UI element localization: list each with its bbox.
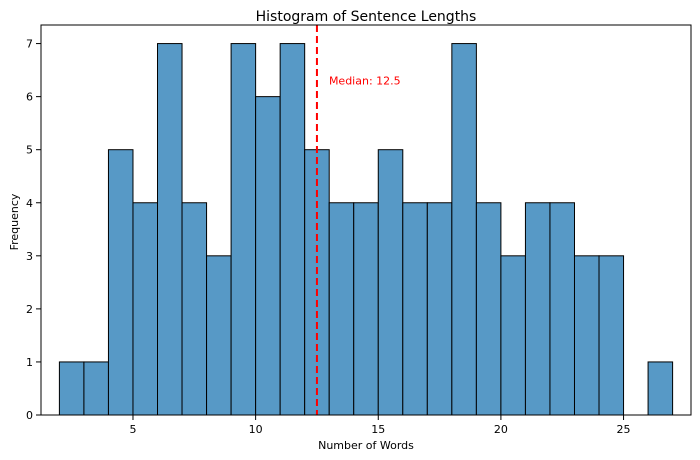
y-tick-label: 5 <box>26 144 33 157</box>
y-axis-label: Frequency <box>8 193 21 250</box>
y-tick-label: 7 <box>26 38 33 51</box>
x-tick-label: 25 <box>617 423 631 436</box>
histogram-bar <box>402 202 428 416</box>
median-group: Median: 12.5 <box>315 25 401 415</box>
chart-title: Histogram of Sentence Lengths <box>256 9 477 25</box>
histogram-bar <box>573 255 600 416</box>
x-tick-label: 5 <box>129 423 136 436</box>
y-tick-label: 0 <box>26 409 33 422</box>
histogram-bar <box>255 96 281 416</box>
plot-frame <box>40 24 692 416</box>
y-tick-label: 4 <box>26 197 33 210</box>
histogram-bar <box>598 255 625 416</box>
median-label: Median: 12.5 <box>329 75 401 88</box>
y-tick-label: 3 <box>26 250 33 263</box>
histogram-bar <box>157 43 183 416</box>
histogram-bar <box>132 202 159 416</box>
y-tick-label: 6 <box>26 91 33 104</box>
histogram-bar <box>58 361 85 416</box>
histogram-bar <box>377 149 404 416</box>
y-tick-label: 1 <box>26 356 33 369</box>
y-axis-ticks: 0 1 2 3 4 5 6 7 <box>26 38 41 422</box>
y-tick-label: 2 <box>26 303 33 316</box>
histogram-bar <box>647 361 674 416</box>
x-tick-label: 10 <box>249 423 263 436</box>
histogram-bar <box>426 202 453 416</box>
histogram-bar <box>353 202 379 416</box>
x-axis-ticks: 5 10 15 20 25 <box>129 415 631 436</box>
histogram-bar <box>475 202 502 416</box>
histogram-bar <box>549 202 575 416</box>
histogram-bar <box>206 255 232 416</box>
x-axis-label: Number of Words <box>318 439 414 452</box>
histogram-bar <box>107 149 134 416</box>
x-tick-label: 20 <box>494 423 508 436</box>
histogram-bar <box>524 202 551 416</box>
histogram-bar <box>230 43 257 416</box>
histogram-bar <box>328 202 355 416</box>
histogram-bar <box>279 43 306 416</box>
histogram-bar <box>83 361 109 416</box>
histogram-bar <box>451 43 477 416</box>
histogram-bar <box>500 255 526 416</box>
x-tick-label: 15 <box>371 423 385 436</box>
histogram-bar <box>181 202 208 416</box>
bars-group <box>58 43 674 416</box>
